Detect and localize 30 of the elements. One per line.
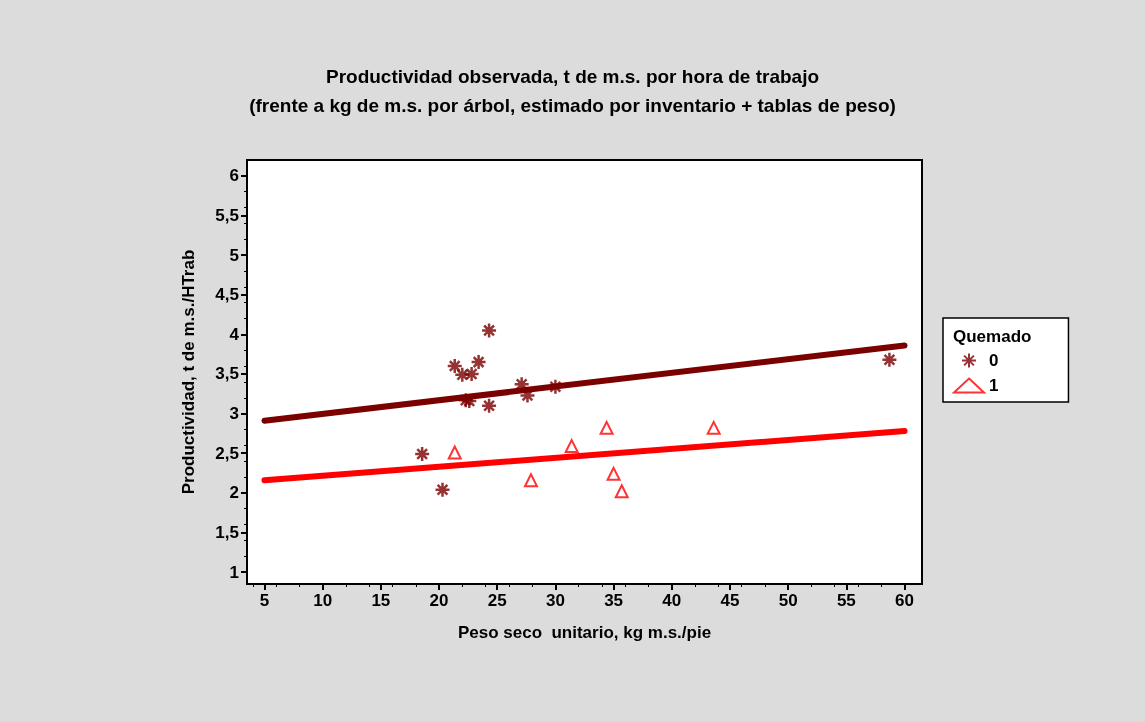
x-tick-label: 60 [895, 591, 914, 610]
x-axis-title: Peso seco unitario, kg m.s./pie [457, 623, 712, 642]
x-tick-label: 30 [545, 591, 565, 610]
y-tick-label: 2 [229, 483, 239, 503]
chart-subtitle: (frente a kg de m.s. por árbol, estimado por inventario + tablas de peso) [249, 95, 896, 116]
y-tick-label: 3 [229, 404, 239, 424]
y-tick-label: 6 [229, 166, 239, 186]
y-axis-title: Productividad, t de m.s./HTrab [179, 249, 198, 495]
x-tick-label: 50 [778, 591, 798, 610]
x-tick-label: 55 [836, 591, 856, 610]
x-tick-label: 40 [662, 591, 682, 610]
y-tick-label: 2,5 [215, 443, 239, 463]
legend-title: Quemado [953, 327, 1032, 346]
y-tick-label: 4,5 [215, 285, 239, 305]
x-tick-label: 45 [720, 591, 740, 610]
x-tick-label: 15 [371, 591, 391, 610]
legend-label: 1 [989, 376, 999, 395]
y-tick-label: 4 [229, 324, 240, 344]
x-tick-label: 5 [259, 591, 270, 610]
chart-title: Productividad observada, t de m.s. por hora de trabajo [325, 66, 820, 87]
x-tick-label: 35 [604, 591, 624, 610]
legend-label: 0 [989, 351, 999, 370]
y-tick-label: 3,5 [215, 364, 239, 384]
y-tick-label: 5,5 [215, 205, 239, 225]
x-tick-label: 10 [313, 591, 333, 610]
y-tick-label: 5 [229, 245, 239, 265]
y-tick-label: 1,5 [215, 522, 239, 542]
x-tick-label: 25 [487, 591, 507, 610]
x-tick-label: 20 [429, 591, 449, 610]
y-tick-label: 1 [229, 562, 239, 582]
